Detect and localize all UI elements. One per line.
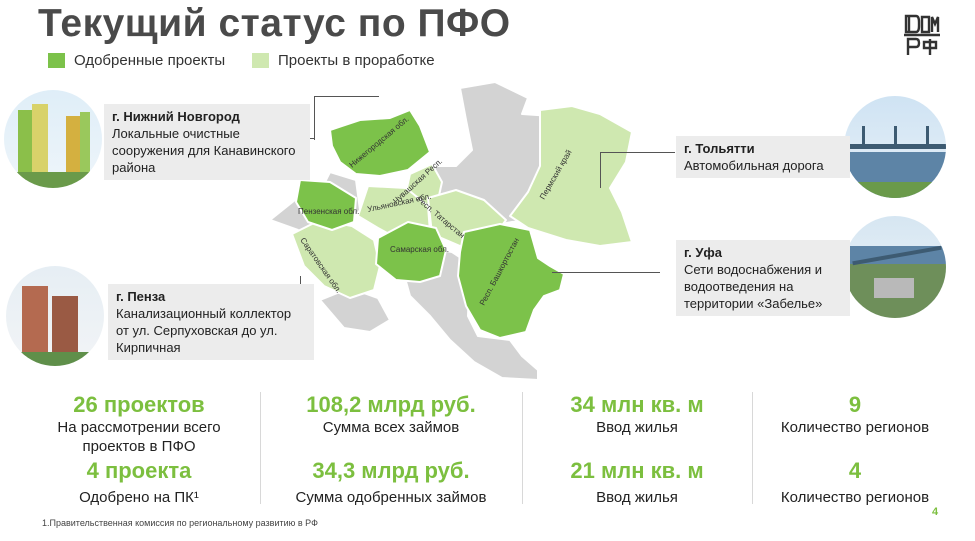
map-region-bash: [457, 223, 565, 339]
map-label-penza: Пензенская обл.: [298, 207, 359, 216]
stat-regions-approved-label: Количество регионов: [780, 489, 930, 506]
map-region-samara: [375, 221, 447, 283]
stat-housing-total-label: Ввод жилья: [596, 419, 678, 436]
card-nizhny-novgorod: г. Нижний Новгород Локальные очистные со…: [104, 104, 310, 180]
map-region-perm: [509, 105, 633, 247]
photo-ufa: [844, 216, 946, 318]
card-ufa: г. Уфа Сети водоснабжения и водоотведени…: [676, 240, 850, 316]
page-title: Текущий статус по ПФО: [38, 2, 511, 45]
map-label-samara: Самарская обл.: [390, 245, 449, 254]
stat-housing-approved-label: Ввод жилья: [596, 489, 678, 506]
map-region-penza: [295, 179, 357, 231]
page-number: 4: [932, 506, 939, 518]
leader-nn-h: [314, 96, 379, 97]
regions-map: Нижегородская обл. Чувашская Респ. Пензе…: [269, 81, 633, 381]
photo-tolyatti: [844, 96, 946, 198]
card-tolyatti: г. Тольятти Автомобильная дорога: [676, 136, 850, 178]
legend-in-progress-swatch: [252, 53, 269, 68]
legend-approved-label: Одобренные проекты: [74, 52, 226, 69]
card-penza: г. Пенза Канализационный коллектор от ул…: [108, 284, 314, 360]
stat-housing: 34 млн кв. м Ввод жилья 21 млн кв. м Вво…: [534, 392, 740, 507]
divider: [752, 392, 753, 504]
stat-regions: 9 Количество регионов 4 Количество регио…: [762, 392, 948, 507]
legend-approved: Одобренные проекты: [48, 52, 225, 69]
stat-projects-approved: 4 проекта: [86, 458, 192, 483]
stat-projects-approved-label: Одобрено на ПК¹: [79, 489, 199, 506]
card-penza-desc: Канализационный коллектор от ул. Серпухо…: [116, 306, 292, 355]
card-ufa-city: г. Уфа: [684, 245, 723, 260]
stat-loans-approved-label: Сумма одобренных займов: [295, 489, 487, 506]
photo-penza: [6, 266, 104, 366]
card-penza-city: г. Пенза: [116, 289, 166, 304]
stat-regions-approved: 4: [848, 458, 862, 483]
dom-rf-logo: [904, 14, 940, 55]
card-ufa-desc: Сети водоснабжения и водоотведения на те…: [684, 262, 823, 311]
stat-projects: 26 проектов На рассмотрении всего проект…: [30, 392, 248, 507]
card-tolyatti-desc: Автомобильная дорога: [684, 158, 824, 173]
stat-housing-approved: 21 млн кв. м: [570, 458, 704, 483]
photo-nizhny-novgorod: [4, 90, 102, 188]
card-tolyatti-city: г. Тольятти: [684, 141, 755, 156]
card-nn-city: г. Нижний Новгород: [112, 109, 240, 124]
leader-tolyatti: [600, 152, 675, 153]
legend-approved-swatch: [48, 53, 65, 68]
legend-in-progress: Проекты в проработке: [252, 52, 435, 69]
leader-tolyatti-v: [600, 152, 601, 188]
leader-ufa: [552, 272, 660, 273]
stat-projects-total: 26 проектов: [73, 392, 205, 417]
stat-regions-total: 9: [848, 392, 862, 417]
stat-projects-total-label: На рассмотрении всего проектов в ПФО: [57, 419, 221, 455]
legend-in-progress-label: Проекты в проработке: [278, 52, 435, 69]
stat-housing-total: 34 млн кв. м: [570, 392, 704, 417]
stat-loans: 108,2 млрд руб. Сумма всех займов 34,3 м…: [272, 392, 510, 507]
card-nn-desc: Локальные очистные сооружения для Канави…: [112, 126, 296, 175]
stat-loans-total: 108,2 млрд руб.: [306, 392, 476, 417]
stat-regions-total-label: Количество регионов: [780, 419, 930, 436]
leader-nn-v: [314, 96, 315, 140]
stat-loans-approved: 34,3 млрд руб.: [312, 458, 470, 483]
divider: [522, 392, 523, 504]
stat-loans-total-label: Сумма всех займов: [322, 419, 460, 436]
divider: [260, 392, 261, 504]
footnote: 1.Правительственная комиссия по регионал…: [42, 518, 318, 528]
map-region-nn: [329, 109, 431, 177]
